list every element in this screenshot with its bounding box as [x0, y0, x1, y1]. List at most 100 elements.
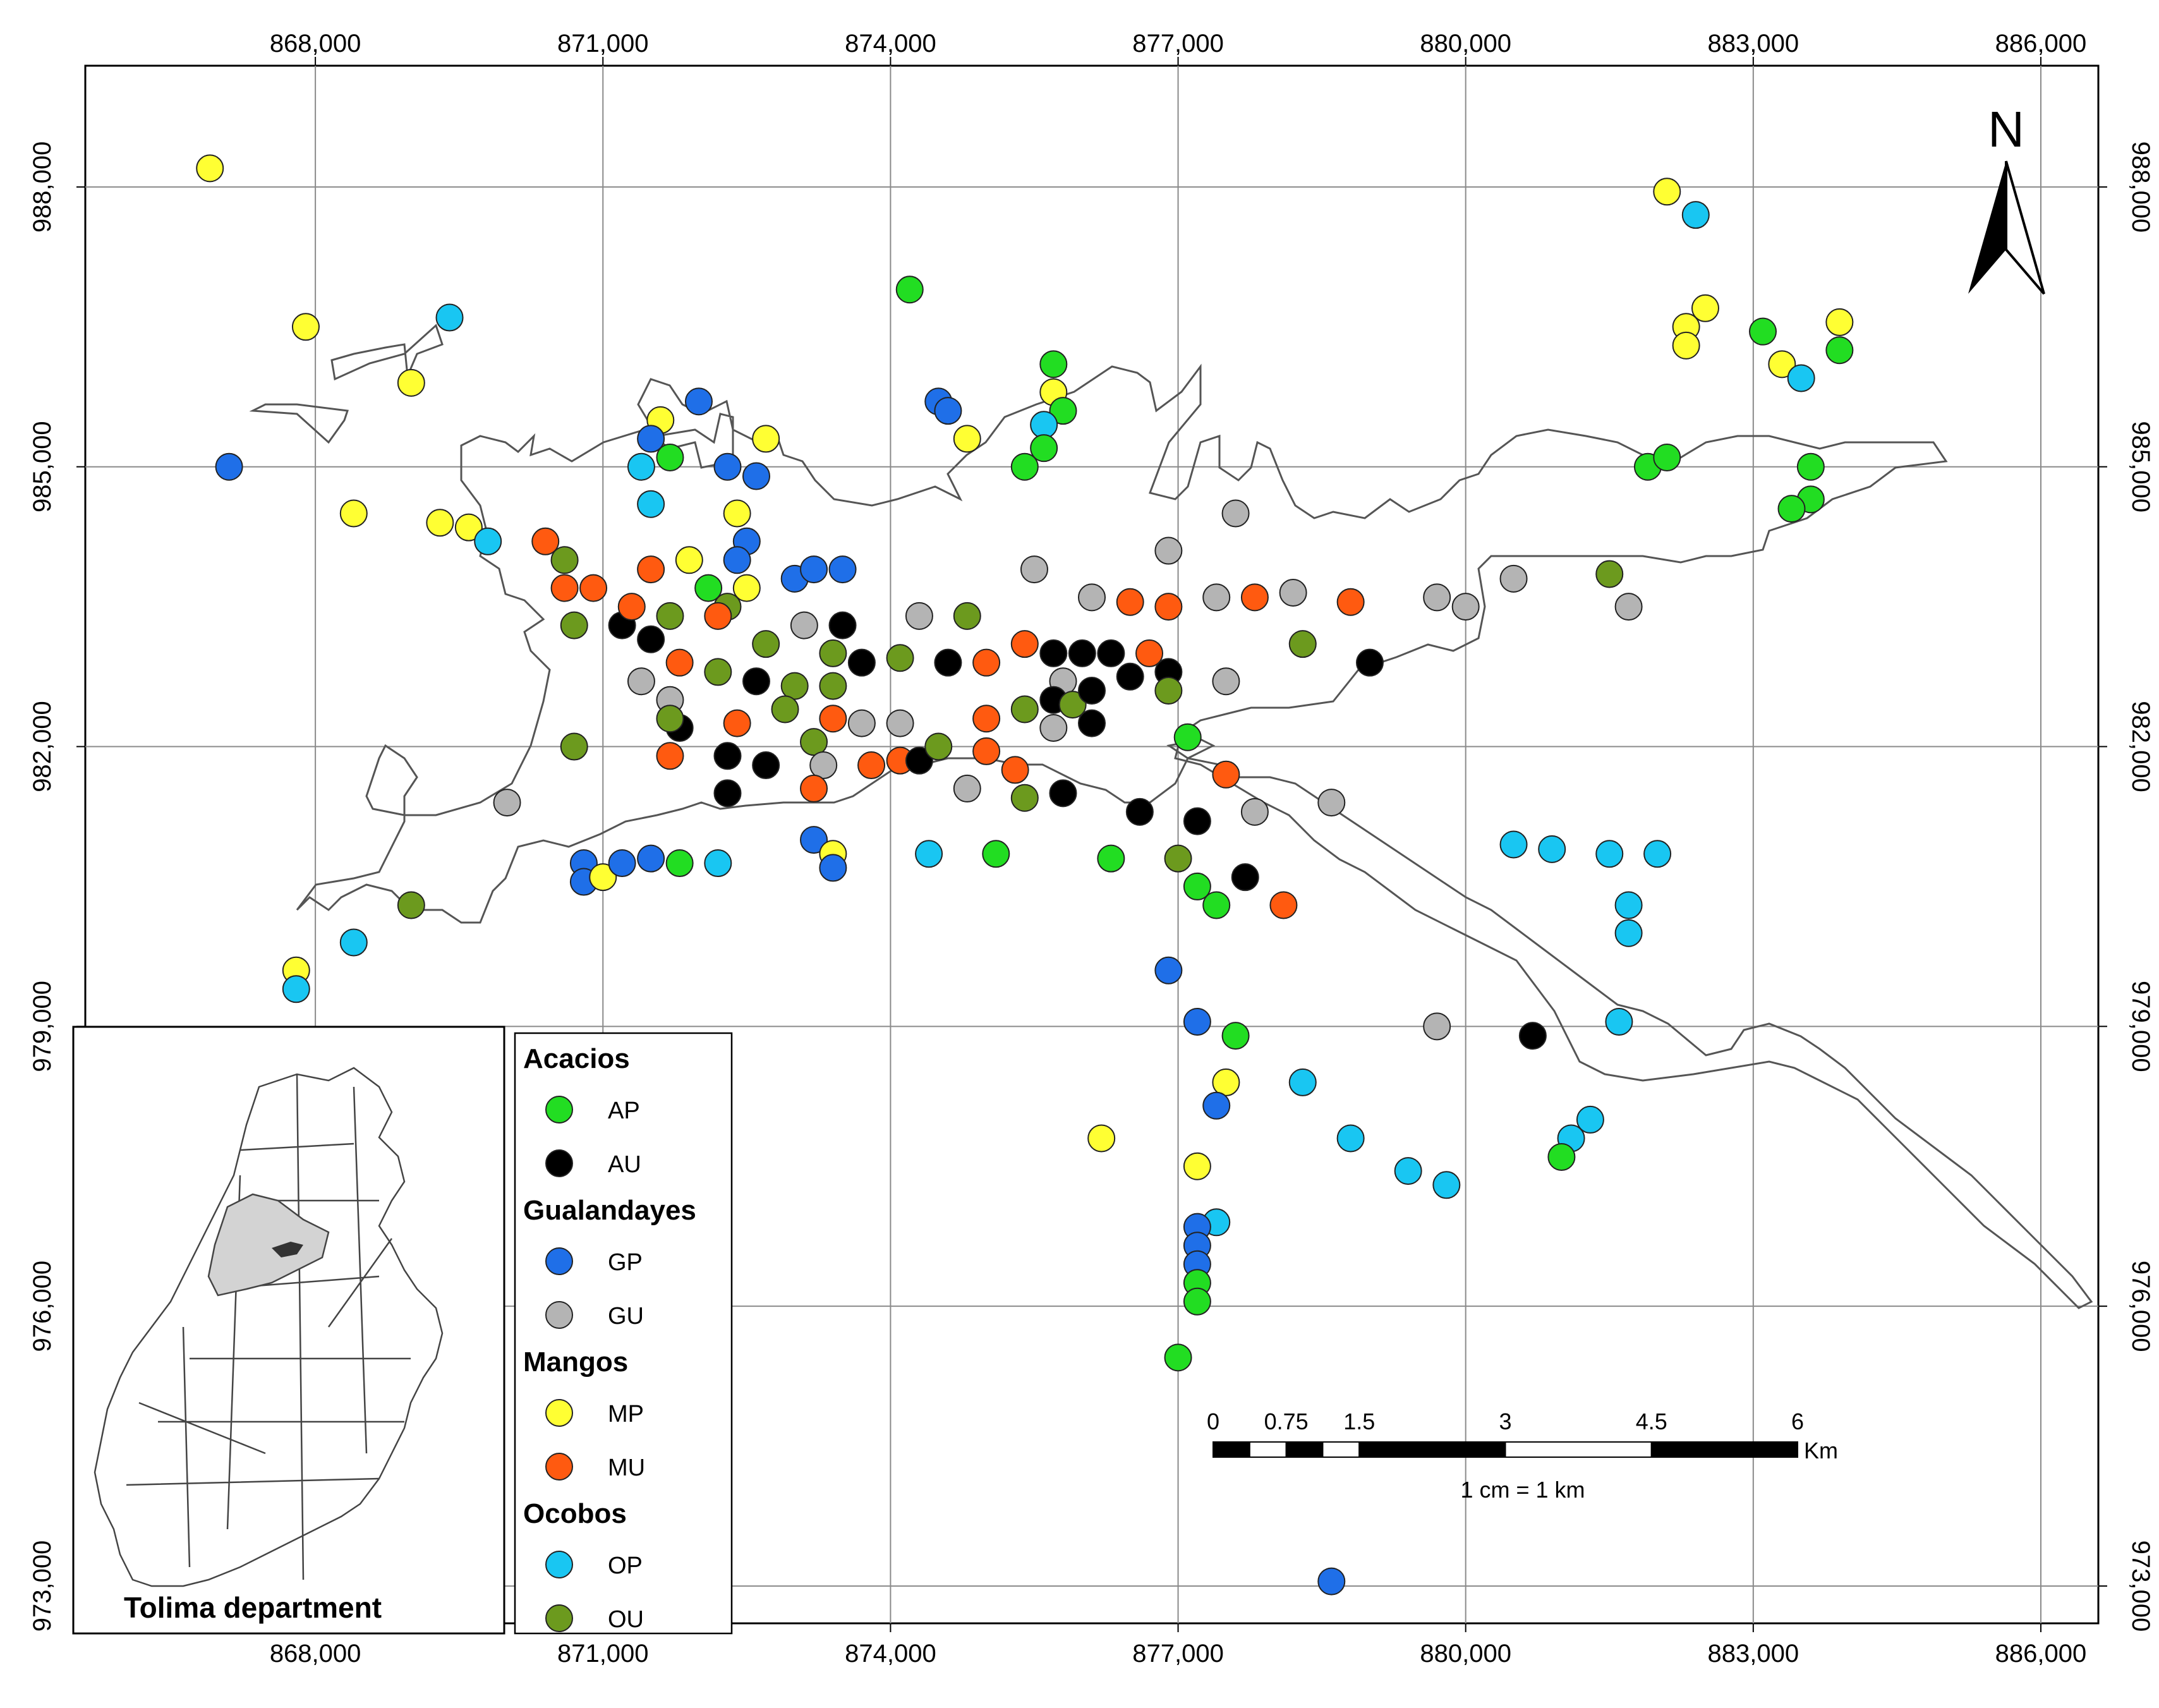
point-ou	[1164, 844, 1192, 873]
scale-segment	[1650, 1441, 1798, 1458]
point-au	[1116, 662, 1144, 691]
point-mu	[1212, 760, 1240, 789]
y-tick-label-right: 988,000	[2127, 142, 2155, 233]
point-ap	[1202, 891, 1231, 919]
y-tick-label-right: 982,000	[2127, 701, 2155, 792]
point-ou	[550, 546, 579, 574]
point-ap	[1825, 336, 1854, 365]
point-op	[282, 975, 310, 1003]
point-mp	[196, 154, 224, 183]
point-au	[1097, 639, 1125, 667]
legend-label-gu: GU	[608, 1303, 644, 1329]
point-gu	[1039, 713, 1068, 742]
point-gu	[1154, 536, 1183, 565]
point-op	[474, 527, 502, 555]
point-ou	[1288, 630, 1317, 658]
point-au	[752, 751, 780, 780]
point-mp	[1672, 331, 1700, 360]
point-ou	[704, 658, 732, 686]
point-ap	[1010, 452, 1039, 481]
point-gp	[1317, 1567, 1346, 1596]
point-gp	[637, 844, 665, 873]
point-gp	[723, 546, 751, 574]
point-mp	[426, 509, 454, 537]
scale-segment	[1504, 1441, 1652, 1458]
point-ap	[1183, 872, 1211, 900]
scale-tick-label: 6	[1791, 1408, 1804, 1434]
point-mu	[1001, 756, 1029, 784]
point-op	[1288, 1068, 1317, 1096]
point-mu	[1336, 588, 1365, 616]
point-au	[1049, 779, 1077, 808]
point-ou	[1010, 695, 1039, 724]
point-ap	[1183, 1287, 1211, 1316]
point-mu	[665, 648, 694, 677]
scale-tick-label: 0.75	[1264, 1408, 1309, 1434]
scale-segment	[1322, 1441, 1360, 1458]
point-mu	[579, 574, 608, 602]
x-tick-label-bottom: 880,000	[1420, 1640, 1511, 1668]
point-op	[1605, 1007, 1633, 1036]
ibague-urban-mini	[272, 1242, 303, 1257]
point-mp	[454, 513, 483, 542]
point-ap	[1173, 723, 1202, 751]
point-mp	[1825, 308, 1854, 336]
point-mp	[1183, 1152, 1211, 1180]
x-tick-label-top: 874,000	[845, 30, 936, 58]
point-mu	[972, 648, 1001, 677]
point-mp	[291, 313, 320, 341]
x-tick-label-top: 886,000	[1995, 30, 2087, 58]
point-gp	[742, 462, 770, 490]
north-arrow-right-half	[2005, 161, 2045, 295]
y-tick-label-right: 976,000	[2127, 1261, 2155, 1352]
point-gp	[684, 387, 713, 416]
point-op	[1787, 364, 1815, 392]
north-arrow-left-half	[1968, 161, 2006, 294]
x-tick-label-bottom: 874,000	[845, 1640, 936, 1668]
point-op	[1576, 1105, 1604, 1134]
point-gu	[953, 774, 981, 803]
point-ap	[694, 574, 723, 602]
point-au	[905, 746, 933, 775]
point-mp	[1653, 178, 1681, 206]
point-gu	[1078, 583, 1106, 612]
point-ou	[800, 728, 828, 756]
point-mu	[972, 737, 1001, 765]
point-ap	[1777, 495, 1806, 523]
point-ou	[1595, 560, 1624, 588]
x-tick-label-top: 877,000	[1132, 30, 1224, 58]
point-gp	[713, 452, 742, 481]
legend-swatch-gp	[545, 1247, 573, 1275]
y-tick-label-left: 982,000	[28, 701, 56, 792]
point-mu	[857, 751, 886, 780]
legend-label-ap: AP	[608, 1098, 640, 1124]
point-mp	[752, 425, 780, 453]
point-au	[1078, 709, 1106, 737]
point-mp	[397, 368, 425, 397]
point-ou	[819, 639, 847, 667]
x-tick-label-bottom: 877,000	[1132, 1640, 1224, 1668]
point-ap	[895, 276, 924, 304]
point-op	[1614, 919, 1643, 947]
x-tick-label-bottom: 868,000	[270, 1640, 361, 1668]
point-ou	[1010, 784, 1039, 812]
point-mu	[550, 574, 579, 602]
point-mp	[1212, 1068, 1240, 1096]
point-au	[713, 742, 742, 770]
legend-swatch-au	[545, 1149, 573, 1177]
point-mu	[637, 555, 665, 584]
scale-segments	[1213, 1441, 1798, 1458]
point-ou	[397, 891, 425, 919]
y-tick-label-left: 985,000	[28, 421, 56, 512]
point-gp	[819, 854, 847, 882]
point-gu	[493, 789, 521, 817]
point-mu	[1010, 630, 1039, 658]
point-gu	[1317, 789, 1346, 817]
point-op	[915, 840, 943, 868]
legend-swatch-ou	[545, 1604, 573, 1632]
point-gu	[1614, 593, 1643, 621]
point-au	[1068, 639, 1096, 667]
point-mu	[1240, 583, 1269, 612]
point-gp	[608, 849, 636, 878]
